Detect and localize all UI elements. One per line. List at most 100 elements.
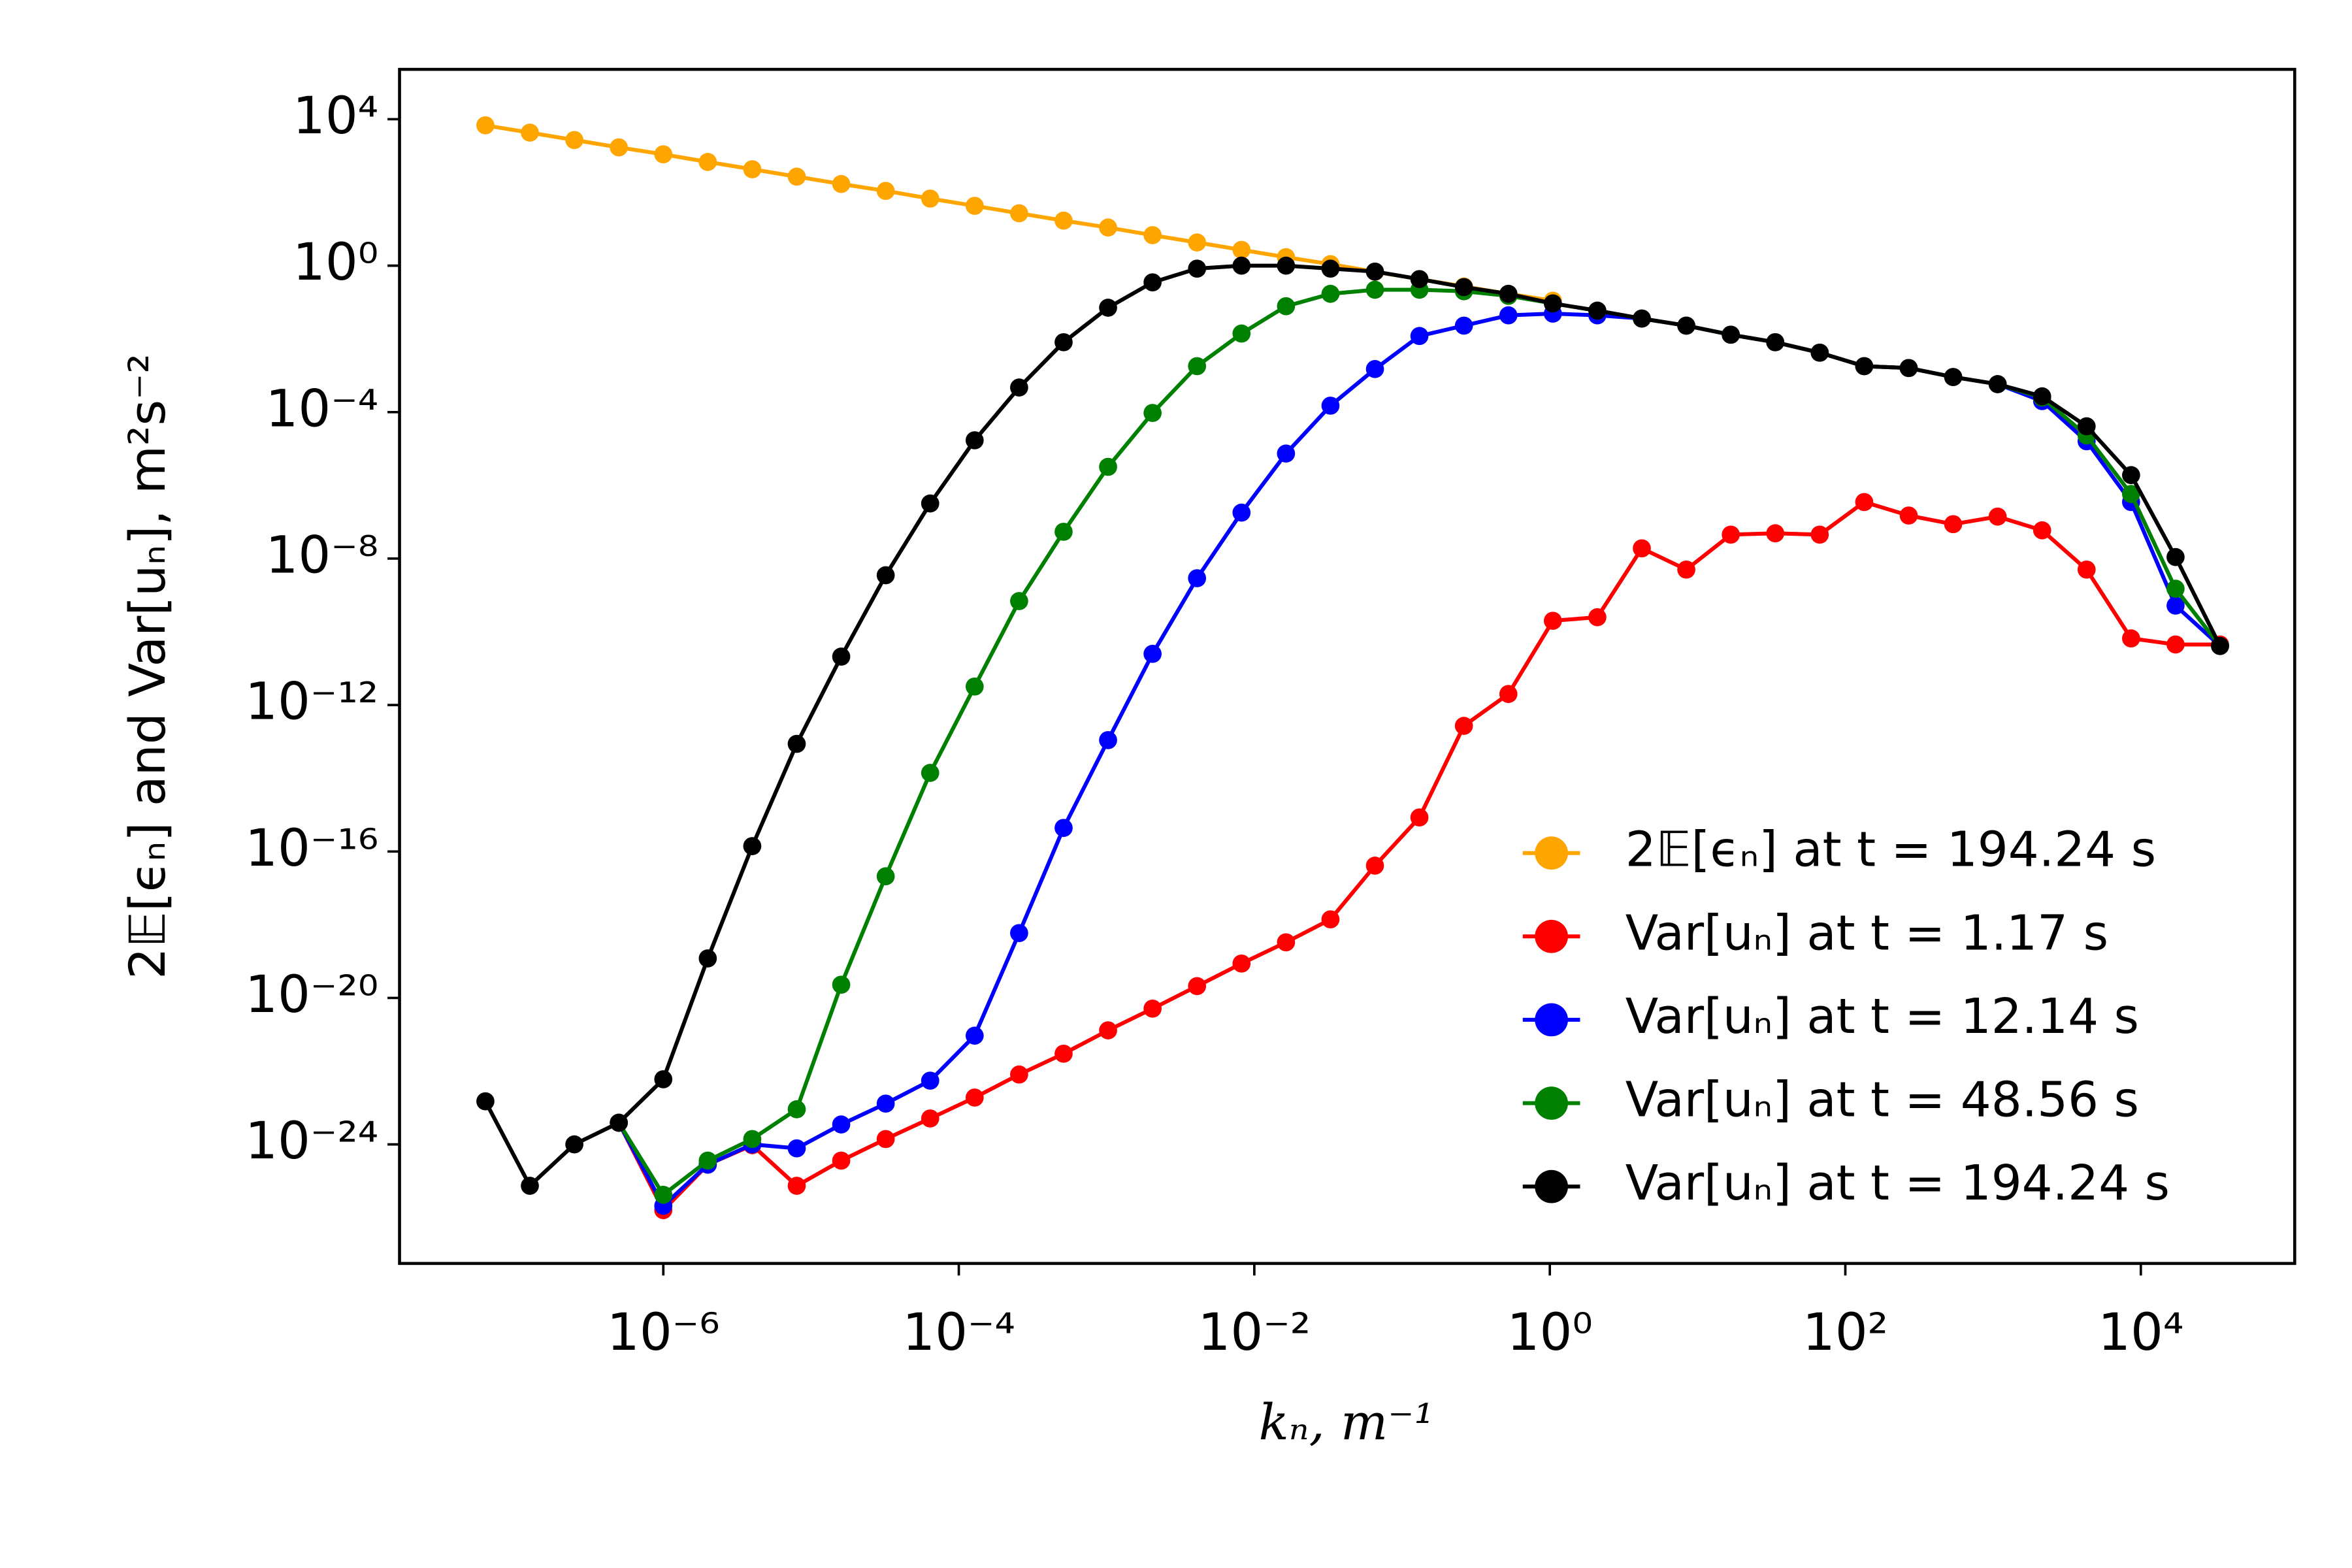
data-point bbox=[1499, 685, 1518, 704]
data-point bbox=[1188, 569, 1207, 587]
x-tick-label: 10² bbox=[1803, 1302, 1888, 1362]
data-point bbox=[2122, 629, 2140, 647]
x-axis-label: kₙ, m⁻¹ bbox=[1259, 1393, 1434, 1451]
data-point bbox=[787, 167, 806, 186]
data-point bbox=[1010, 924, 1028, 943]
legend-marker bbox=[1535, 1086, 1568, 1120]
data-point bbox=[1277, 444, 1296, 463]
plot-area bbox=[476, 116, 2229, 1220]
data-point bbox=[1454, 717, 1473, 735]
data-point bbox=[654, 1070, 673, 1088]
data-point bbox=[1410, 327, 1429, 346]
y-tick-label: 10⁻¹² bbox=[245, 672, 378, 732]
data-point bbox=[921, 1071, 939, 1090]
data-point bbox=[876, 1094, 895, 1113]
data-point bbox=[1677, 316, 1695, 335]
data-point bbox=[1232, 503, 1251, 522]
data-point bbox=[1410, 270, 1429, 289]
data-point bbox=[1099, 299, 1117, 317]
data-point bbox=[1010, 592, 1028, 610]
data-point bbox=[1232, 324, 1251, 343]
data-point bbox=[965, 1088, 984, 1107]
data-point bbox=[921, 1109, 939, 1128]
data-point bbox=[1810, 343, 1829, 362]
data-point bbox=[2122, 485, 2140, 503]
data-point bbox=[1054, 1044, 1073, 1063]
data-point bbox=[787, 1139, 806, 1158]
data-point bbox=[521, 123, 539, 142]
data-point bbox=[1099, 457, 1117, 476]
data-point bbox=[876, 867, 895, 886]
data-point bbox=[787, 1100, 806, 1119]
data-point bbox=[1054, 819, 1073, 838]
x-tick-label: 10⁻² bbox=[1198, 1302, 1311, 1362]
data-point bbox=[1188, 977, 1207, 996]
data-point bbox=[832, 174, 851, 193]
data-point bbox=[1321, 397, 1340, 415]
data-point bbox=[787, 734, 806, 753]
data-point bbox=[1410, 808, 1429, 827]
data-point bbox=[1988, 375, 2007, 393]
data-point bbox=[1099, 218, 1117, 237]
data-point bbox=[1277, 256, 1296, 275]
data-point bbox=[1365, 280, 1384, 299]
data-point bbox=[1143, 404, 1162, 422]
x-tick-label: 10⁻⁴ bbox=[902, 1302, 1015, 1362]
data-point bbox=[2077, 560, 2096, 579]
data-point bbox=[1588, 301, 1607, 320]
data-point bbox=[1232, 240, 1251, 259]
data-point bbox=[1143, 273, 1162, 292]
legend-label: Var[uₙ] at t = 12.14 s bbox=[1625, 988, 2139, 1045]
legend-marker bbox=[1535, 836, 1568, 870]
data-point bbox=[1633, 309, 1651, 328]
axes-frame bbox=[398, 67, 2296, 1266]
data-point bbox=[1454, 316, 1473, 335]
data-point bbox=[965, 677, 984, 696]
legend-marker bbox=[1535, 1169, 1568, 1203]
data-point bbox=[1099, 1021, 1117, 1039]
data-point bbox=[1499, 284, 1518, 303]
legend-label: Var[uₙ] at t = 48.56 s bbox=[1625, 1072, 2139, 1128]
data-point bbox=[921, 764, 939, 782]
data-point bbox=[1677, 560, 1695, 579]
data-point bbox=[965, 431, 984, 449]
x-tick-label: 10⁻⁶ bbox=[607, 1302, 720, 1362]
data-point bbox=[743, 160, 762, 178]
data-point bbox=[1232, 256, 1251, 275]
data-point bbox=[476, 116, 495, 135]
data-point bbox=[965, 197, 984, 215]
data-point bbox=[698, 949, 717, 968]
y-tick-label: 10⁻²⁰ bbox=[245, 964, 378, 1024]
data-point bbox=[921, 189, 939, 208]
data-point bbox=[654, 145, 673, 164]
data-point bbox=[2166, 635, 2185, 654]
legend-label: 2𝔼[ϵₙ] at t = 194.24 s bbox=[1625, 822, 2156, 878]
data-point bbox=[1099, 730, 1117, 749]
y-axis-label: 2𝔼[ϵₙ] and Var[uₙ], m²s⁻² bbox=[118, 353, 176, 979]
data-point bbox=[654, 1185, 673, 1204]
data-point bbox=[1722, 325, 1740, 344]
data-point bbox=[876, 566, 895, 585]
data-point bbox=[1188, 233, 1207, 252]
data-point bbox=[1365, 857, 1384, 875]
data-point bbox=[1944, 515, 1963, 534]
data-point bbox=[476, 1092, 495, 1111]
data-point bbox=[1454, 278, 1473, 297]
data-point bbox=[1633, 539, 1651, 558]
data-point bbox=[1365, 262, 1384, 281]
series-line bbox=[483, 263, 2222, 1188]
data-point bbox=[1054, 333, 1073, 351]
data-point bbox=[698, 1151, 717, 1170]
data-point bbox=[1143, 226, 1162, 244]
data-point bbox=[1321, 259, 1340, 278]
data-point bbox=[565, 131, 583, 150]
data-point bbox=[1188, 357, 1207, 376]
data-point bbox=[1543, 612, 1562, 630]
data-point bbox=[1010, 378, 1028, 397]
data-point bbox=[1944, 368, 1963, 386]
y-tick-label: 10⁰ bbox=[293, 232, 378, 292]
legend-label: Var[uₙ] at t = 194.24 s bbox=[1625, 1155, 2170, 1211]
data-point bbox=[1010, 204, 1028, 223]
data-point bbox=[787, 1177, 806, 1195]
data-point bbox=[1054, 211, 1073, 230]
